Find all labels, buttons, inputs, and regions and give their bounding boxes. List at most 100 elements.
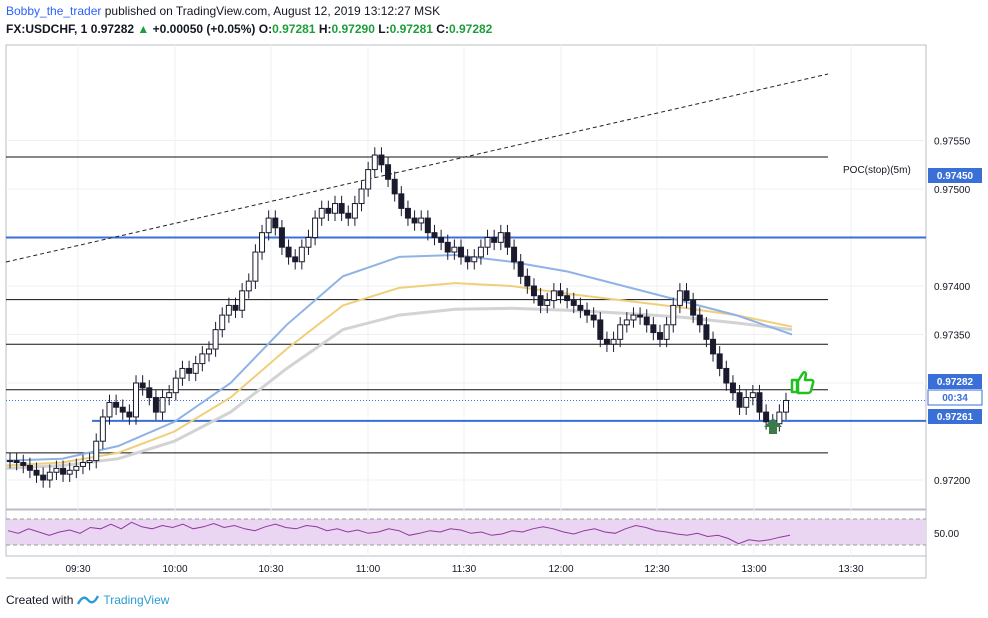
x-tick-label: 12:00: [548, 564, 573, 575]
candle-body: [398, 193, 405, 209]
candle-body: [26, 464, 33, 471]
candle-body: [358, 188, 365, 205]
trend-line[interactable]: [5, 73, 829, 263]
price-pane-frame: [5, 44, 927, 510]
candle-body: [113, 401, 120, 408]
candle-body: [345, 212, 352, 219]
candle-body: [298, 246, 305, 263]
candle-body: [564, 295, 571, 302]
author-link[interactable]: Bobby_the_trader: [6, 4, 102, 18]
support-price-tag-text: 0.97261: [937, 412, 974, 423]
candle-body: [517, 261, 524, 277]
countdown-tag: [927, 389, 983, 406]
candle-body: [590, 314, 597, 321]
tradingview-brand[interactable]: TradingView: [103, 593, 170, 607]
candle-body: [617, 324, 624, 340]
candle-body: [603, 338, 610, 345]
ma_mid-line: [5, 282, 793, 467]
created-with-text: Created with: [6, 593, 74, 607]
up-arrow-icon: [764, 418, 782, 434]
last-price: 0.97282: [90, 22, 135, 36]
candle-body: [544, 300, 551, 306]
candle-body: [232, 304, 239, 311]
open-value: 0.97281: [272, 22, 316, 36]
candle-body: [783, 399, 789, 413]
rsi-indicator: [6, 518, 926, 546]
candle-body: [93, 440, 100, 462]
candle-body: [656, 332, 663, 340]
y-tick-label: 0.97550: [934, 137, 971, 148]
candle-body: [643, 316, 650, 326]
thumbs-up-icon: [790, 370, 815, 395]
ma_slow-line: [5, 306, 793, 470]
candle-body: [577, 304, 584, 311]
symbol-name[interactable]: FX:USDCHF, 1: [6, 22, 88, 36]
candle-body: [272, 217, 279, 229]
candle-body: [477, 246, 484, 258]
candle-body: [696, 314, 703, 326]
candle-body: [192, 363, 199, 374]
grid-lines: [6, 45, 926, 556]
candle-body: [46, 471, 53, 481]
candle-body: [391, 178, 398, 195]
candle-body: [86, 460, 93, 464]
candle-body: [550, 290, 557, 302]
candle-body: [610, 338, 617, 345]
candle-body: [504, 232, 511, 248]
candle-body: [259, 232, 266, 253]
candle-body: [338, 203, 345, 214]
candle-body: [186, 367, 193, 374]
candle-body: [729, 382, 736, 394]
poc-level-label: POC(stop)(5m): [843, 165, 911, 176]
last-price-tag-text: 0.97282: [937, 377, 974, 388]
candle-body: [371, 154, 378, 171]
y-tick-label: 0.97500: [934, 185, 971, 196]
candle-body: [743, 397, 750, 408]
candle-body: [464, 256, 471, 263]
x-tick-label: 10:00: [162, 564, 187, 575]
x-tick-label: 09:30: [65, 564, 90, 575]
close-value: 0.97282: [448, 22, 493, 36]
support-price-tag: [928, 409, 982, 424]
x-tick-label: 13:30: [838, 564, 863, 575]
open-label: O:: [258, 22, 273, 36]
candle-body: [630, 314, 637, 321]
candle-body: [530, 285, 537, 297]
candle-body: [79, 462, 86, 467]
candle-body: [683, 290, 690, 302]
candle-body: [225, 304, 232, 316]
candle-body: [411, 217, 418, 224]
candle-body: [471, 256, 478, 263]
publish-line: Bobby_the_trader published on TradingVie…: [6, 4, 440, 18]
candle-body: [497, 232, 504, 243]
candle-body: [676, 290, 683, 306]
candle-body: [106, 401, 113, 418]
candle-body: [99, 416, 106, 442]
candle-body: [557, 290, 564, 297]
candle-body: [736, 392, 743, 408]
candle-body: [53, 467, 60, 473]
candle-body: [690, 300, 697, 316]
time-axis: 09:30 10:00 10:30 11:00 11:30 12:00 12:30 13:00…: [65, 564, 863, 575]
candle-body: [33, 469, 40, 476]
x-tick-label: 10:30: [258, 564, 283, 575]
candle-body: [166, 392, 173, 399]
candle-body: [331, 203, 338, 214]
tradingview-logo-icon[interactable]: [77, 594, 100, 606]
poc-price-tag-text: 0.97450: [937, 171, 974, 182]
candle-body: [265, 217, 272, 234]
price-axis: 0.975500.975000.974000.973500.973000.972…: [934, 137, 971, 488]
candle-body: [458, 246, 465, 258]
high-label: H:: [318, 22, 332, 36]
candle-body: [663, 324, 670, 340]
candle-body: [13, 460, 20, 464]
close-label: C:: [436, 22, 449, 36]
candle-body: [139, 382, 146, 389]
candle-body: [351, 203, 358, 219]
x-tick-label: 11:30: [452, 564, 477, 575]
candle-body: [318, 207, 325, 219]
candle-body: [484, 237, 491, 248]
candle-body: [524, 275, 531, 287]
candle-body: [126, 411, 133, 418]
